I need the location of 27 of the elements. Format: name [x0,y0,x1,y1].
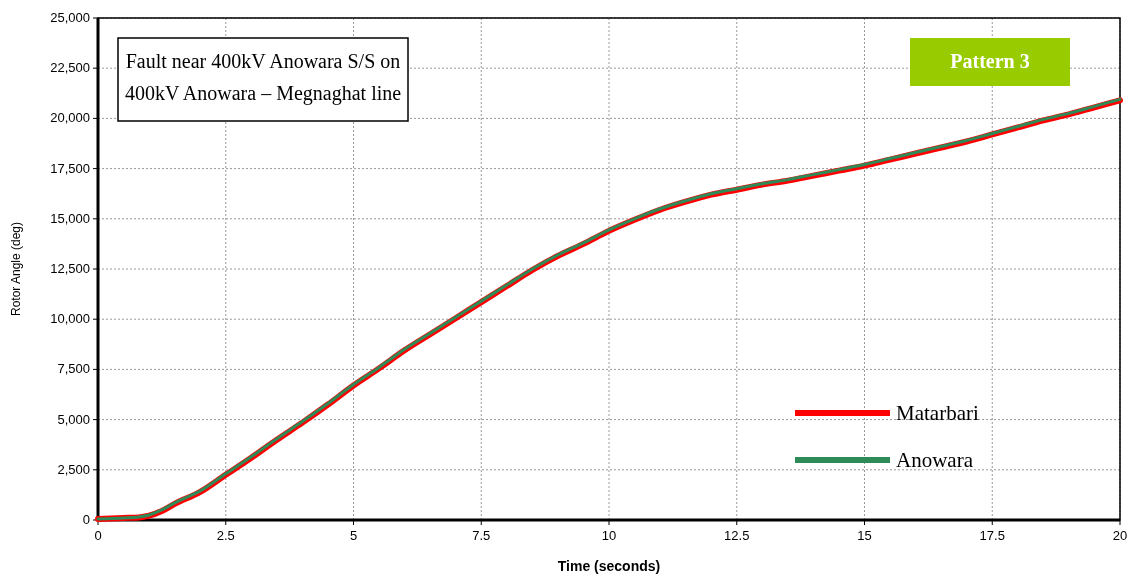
y-tick-label: 2,500 [57,461,90,477]
label-box: Pattern 3 [910,38,1070,86]
legend-label: Anowara [896,448,974,472]
x-tick-label: 17.5 [979,528,1005,543]
x-tick-label: 5 [349,528,358,543]
legend-label: Matarbari [896,401,979,425]
y-axis-title: Rotor Angle (deg) [9,221,23,317]
annotation: Pattern 3 [950,50,1030,72]
x-axis-title: Time (seconds) [557,558,661,574]
x-tick-label: 20 [1112,528,1128,543]
y-tick-label: 25,000 [50,10,90,25]
x-tick-label: 15 [857,528,872,543]
x-tick-label: 2.5 [216,528,235,543]
y-tick-label: 22,500 [50,60,90,76]
y-tick-label: 7,500 [57,361,90,377]
y-tick-label: 17,500 [50,160,90,176]
x-tick-label: 10 [601,528,617,543]
x-tick-label: 0 [94,528,102,543]
x-tick-label: 7.5 [472,528,491,543]
y-tick-label: 0 [82,512,90,527]
annotation: Fault near 400kV Anowara S/S on 400kV Anowara – Megnaghat line [124,50,402,105]
y-tick-label: 10,000 [50,311,90,327]
y-tick-label: 20,000 [50,110,90,126]
y-tick-label: 5,000 [57,411,90,427]
x-tick-label: 12.5 [724,528,750,543]
y-tick-label: 12,500 [50,261,90,276]
y-tick-label: 15,000 [50,210,90,226]
